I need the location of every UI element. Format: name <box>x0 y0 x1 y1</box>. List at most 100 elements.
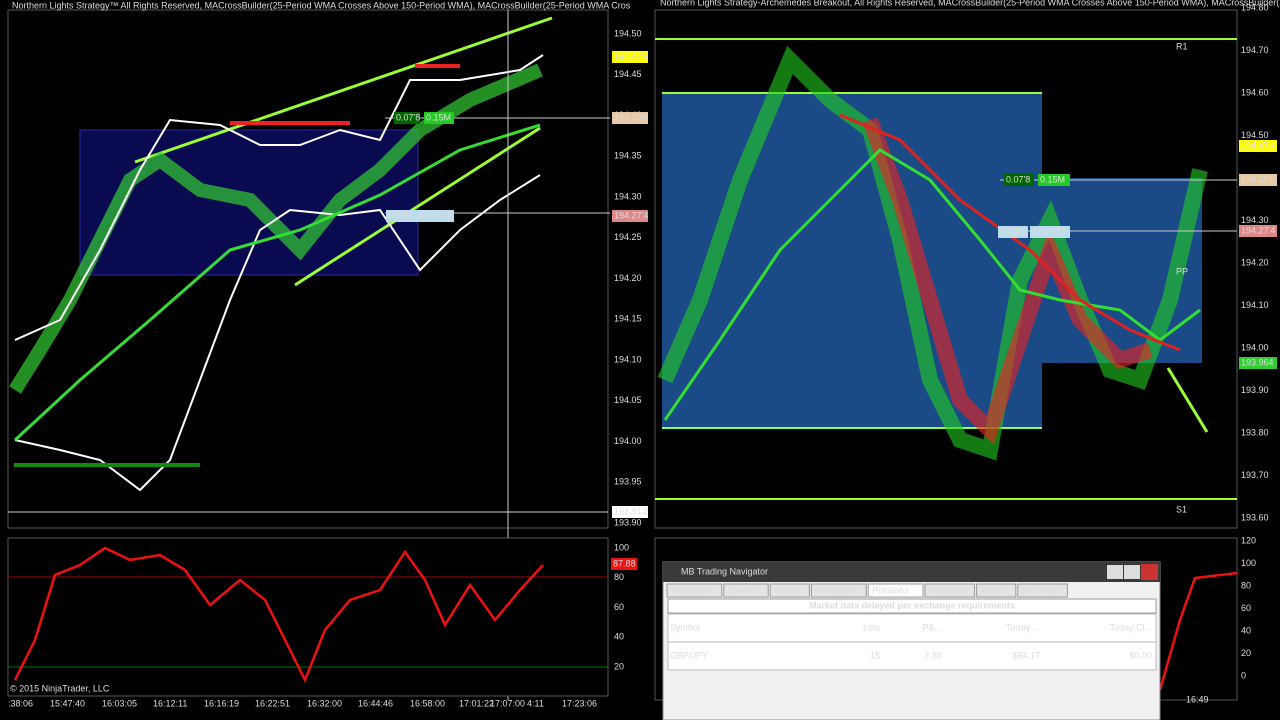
price-marker-bg <box>612 51 648 63</box>
oscillator-line <box>13 546 544 684</box>
price-marker: 193.91'2 <box>614 506 648 516</box>
order-label-bg <box>424 112 454 124</box>
time-label: :38:06 <box>8 698 33 708</box>
order-label-bg <box>1030 226 1070 238</box>
time-label: 16:22:51 <box>255 698 290 708</box>
order-label: 0.05M <box>1000 226 1025 236</box>
ribbon <box>862 117 1153 445</box>
oscillator-line <box>1158 571 1238 691</box>
oscillator-label: 40 <box>614 632 624 642</box>
time-label: 15:47:40 <box>50 698 85 708</box>
time-label: 17:23:06 <box>562 698 597 708</box>
pivot-label: R1 <box>1176 41 1188 51</box>
price-marker-bg <box>1239 140 1277 152</box>
price-label: 194.20 <box>1241 257 1269 267</box>
price-label: 194.80 <box>1241 2 1269 12</box>
time-label: 16:49 <box>1186 694 1209 704</box>
notice-bg <box>667 598 1157 614</box>
tab[interactable] <box>723 583 769 598</box>
arrow <box>1166 367 1209 433</box>
time-label: 17:07:00 <box>490 698 525 708</box>
order-label-bg <box>416 210 454 222</box>
copyright: © 2015 NinjaTrader, LLC <box>10 683 110 693</box>
price-label: 194.35 <box>614 151 642 161</box>
oscillator-label: 80 <box>1241 580 1251 590</box>
ma-line <box>663 148 1201 421</box>
oscillator-label: 60 <box>1241 603 1251 613</box>
cell: $94.17 <box>1012 650 1040 660</box>
tab[interactable] <box>810 583 867 598</box>
tab[interactable] <box>769 583 810 598</box>
trend-line <box>294 126 541 287</box>
tab[interactable] <box>666 583 723 598</box>
chart-title: Northern Lights Strategy-Archemedes Brea… <box>660 0 1280 7</box>
time-label: 4:11 <box>527 698 544 708</box>
pivot-label: PP <box>1176 266 1188 276</box>
order-label: 0.07'8 <box>396 112 420 122</box>
oscillator-marker: 87.88 <box>613 558 636 568</box>
tab-label: FX Board <box>1022 585 1060 595</box>
time-label: 16:58:00 <box>410 698 445 708</box>
time-label: 16:12:11 <box>153 698 187 708</box>
price-label: 194.60 <box>1241 87 1269 97</box>
notice: Market data delayed per exchange require… <box>809 600 1015 610</box>
price-marker: 193.964 <box>1241 357 1274 367</box>
price-label: 193.95 <box>614 477 642 487</box>
column-header: Symbol <box>670 622 700 632</box>
ma-line <box>839 113 1181 352</box>
tab[interactable] <box>867 583 924 598</box>
tab[interactable] <box>1017 583 1068 598</box>
cell: GBP/JPY <box>670 650 708 660</box>
price-label: 194.25 <box>614 232 642 242</box>
trend-line <box>134 16 553 164</box>
order-label-bg <box>998 226 1028 238</box>
price-label: 193.70 <box>1241 470 1269 480</box>
maximize-button[interactable] <box>1124 565 1140 579</box>
ma-line <box>13 123 541 442</box>
ribbon <box>657 45 1208 461</box>
order-label: Sell STP <box>1032 226 1067 236</box>
time-label: 16:32:00 <box>307 698 342 708</box>
column-header: Today Cl... <box>1109 622 1152 632</box>
price-marker: 194.47'4 <box>1241 140 1275 150</box>
price-marker-bg <box>612 112 648 124</box>
column-header: P&... <box>922 622 942 632</box>
tab-label: Balances <box>929 585 967 595</box>
band-line <box>14 174 541 492</box>
price-label: 194.50 <box>614 28 642 38</box>
order-label: Sell STP <box>418 210 453 220</box>
price-label: 194.05 <box>614 395 642 405</box>
chart-title: Northern Lights Strategy™ All Rights Res… <box>12 0 631 10</box>
price-label: 194.00 <box>614 436 642 446</box>
cell: 15 <box>870 650 880 660</box>
oscillator-label: 100 <box>614 542 629 552</box>
tab-label: WatchList <box>671 585 711 595</box>
price-label: 194.70 <box>1241 45 1269 55</box>
order-label-bg <box>394 112 420 124</box>
minimize-button[interactable] <box>1107 565 1123 579</box>
oscillator-label: 40 <box>1241 625 1251 635</box>
tab[interactable] <box>924 583 976 598</box>
cell: 7.80 <box>924 650 942 660</box>
price-marker-bg <box>1239 225 1277 237</box>
time-label: 16:03:05 <box>102 698 137 708</box>
price-label: 194.10 <box>1241 300 1269 310</box>
price-marker: 194.39'6 <box>614 112 648 122</box>
tab[interactable] <box>976 583 1017 598</box>
oscillator-label: 120 <box>1241 535 1256 545</box>
pivot-label: S1 <box>1176 504 1187 514</box>
price-marker: 194.27'4 <box>614 210 648 220</box>
price-label: 193.90 <box>1241 385 1269 395</box>
price-marker: 194.39'6 <box>1241 174 1275 184</box>
oscillator-label: 0 <box>1241 670 1246 680</box>
price-label: 193.60 <box>1241 512 1269 522</box>
price-label: 194.50 <box>1241 130 1269 140</box>
tab-label: OrderBook <box>815 585 859 595</box>
right-box <box>662 93 1042 428</box>
price-label: 194.30 <box>1241 215 1269 225</box>
price-label: 194.10 <box>614 354 642 364</box>
order-label-bg <box>386 210 416 222</box>
price-label: 194.20 <box>614 273 642 283</box>
close-button[interactable] <box>1141 564 1158 580</box>
